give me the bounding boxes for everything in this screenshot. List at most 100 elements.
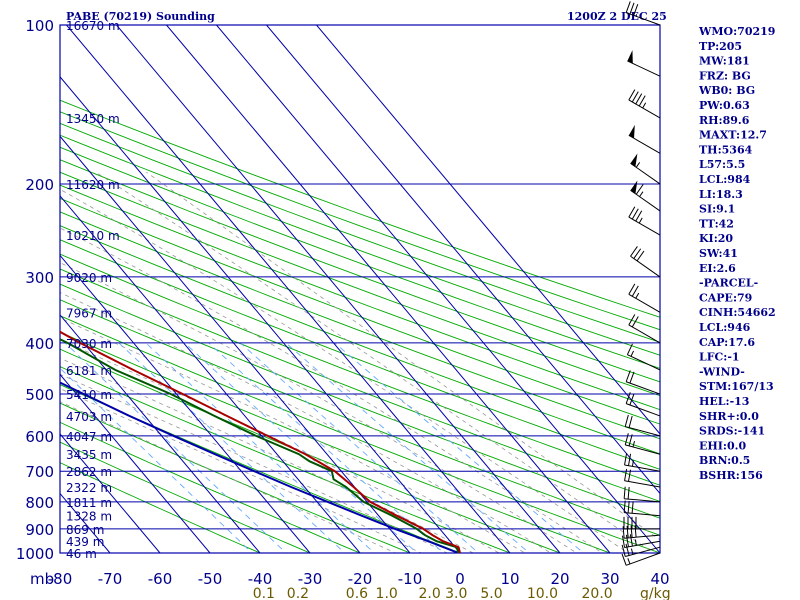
- pressure-tick-label: 1000: [16, 545, 54, 563]
- mixing-ratio-tick-label: 0.6: [346, 586, 368, 600]
- pressure-tick-label: 800: [25, 494, 54, 512]
- dry-adiabat-line: [60, 315, 660, 553]
- mixing-ratio-tick-label: 10.0: [527, 586, 558, 600]
- wind-barb: [621, 534, 661, 548]
- dry-adiabat-line: [60, 441, 312, 553]
- wind-barb: [623, 486, 661, 503]
- mixing-ratio-tick-label: 20.0: [582, 586, 613, 600]
- index-value: RH:89.6: [699, 114, 750, 127]
- temperature-tick-label: 10: [500, 570, 519, 588]
- moist-adiabat-line: [60, 317, 526, 553]
- pressure-tick-label: 200: [25, 176, 54, 194]
- pressure-tick-label: 700: [25, 463, 54, 481]
- index-value: KI:20: [699, 232, 733, 245]
- dry-adiabat-line: [60, 184, 660, 411]
- mixing-ratio-line: [285, 342, 530, 553]
- height-label: 4703 m: [66, 410, 112, 424]
- height-label: 4047 m: [66, 430, 112, 444]
- dry-adiabat-line: [60, 366, 512, 553]
- mixing-ratio-line: [64, 342, 287, 553]
- height-label: 11620 m: [66, 178, 120, 192]
- index-value: SHR+:0.0: [699, 410, 759, 423]
- parcel-path-line: [60, 381, 459, 553]
- moist-adiabat-line: [60, 188, 629, 553]
- isotherm-line: [66, 25, 511, 553]
- mixing-ratio-unit-label: g/kg: [640, 586, 671, 600]
- mixing-ratio-line: [145, 342, 376, 553]
- index-value: -PARCEL-: [699, 277, 758, 290]
- isotherm-line: [60, 76, 461, 553]
- chart-title: PABE (70219) Sounding: [66, 10, 215, 23]
- moist-adiabats: [60, 171, 660, 553]
- index-value: WB0: BG: [698, 84, 755, 97]
- wind-barb: [630, 153, 661, 185]
- dry-adiabat-line: [60, 211, 660, 440]
- temperature-tick-label: 30: [600, 570, 619, 588]
- wind-barb: [628, 206, 661, 236]
- index-value: MAXT:12.7: [699, 129, 767, 142]
- wind-barb: [624, 453, 661, 472]
- dry-adiabat-line: [60, 134, 660, 356]
- temperature-axis-labels: -80 -70 -60 -50 -40 -30 -20 -10 0 10 20 30 40: [48, 570, 670, 588]
- dry-adiabat-line: [60, 239, 660, 470]
- dry-adiabat-line: [60, 253, 660, 486]
- temperature-tick-label: -10: [398, 570, 423, 588]
- pressure-tick-label: 300: [25, 269, 54, 287]
- dry-adiabat-line: [60, 197, 660, 425]
- mixing-ratio-line: [60, 367, 253, 553]
- pressure-tick-label: 100: [25, 17, 54, 35]
- isotherm-line: [266, 25, 660, 495]
- plot-border: [59, 24, 661, 554]
- height-label: 1328 m: [66, 510, 112, 524]
- height-label: 6181 m: [66, 364, 112, 378]
- height-label: 1811 m: [66, 496, 112, 510]
- index-value: BSHR:156: [699, 469, 763, 482]
- wind-barb: [622, 525, 661, 539]
- wind-barb: [630, 246, 661, 278]
- mixing-ratio-line: [240, 342, 480, 553]
- sounding-profiles: [60, 330, 461, 553]
- wind-barb: [626, 343, 661, 371]
- temperature-tick-label: -30: [298, 570, 323, 588]
- dry-adiabat-line: [60, 111, 660, 331]
- temperature-tick-label: -80: [48, 570, 73, 588]
- isotherm-line: [60, 195, 361, 553]
- wind-barb: [625, 1, 661, 26]
- moist-adiabat-line: [60, 292, 552, 553]
- index-value: TP:205: [699, 40, 742, 53]
- wind-barb: [628, 314, 661, 344]
- temperature-tick-label: 40: [650, 570, 669, 588]
- isobars: [60, 25, 660, 553]
- height-label: 10210 m: [66, 229, 120, 243]
- temperature-tick-label: -40: [248, 570, 273, 588]
- index-value: LCL:984: [699, 173, 751, 186]
- isotherm-line: [0, 25, 10, 553]
- dry-adiabat-line: [60, 159, 660, 383]
- moist-adiabat-line: [60, 388, 423, 553]
- temperature-tick-label: 0: [455, 570, 465, 588]
- temperature-tick-label: 20: [550, 570, 569, 588]
- height-label: 9020 m: [66, 271, 112, 285]
- isotherm-line: [60, 135, 411, 553]
- dry-adiabat-line: [60, 171, 660, 397]
- dry-adiabats: [60, 99, 660, 553]
- height-label: 13450 m: [66, 112, 120, 126]
- pressure-tick-label: 900: [25, 521, 54, 539]
- mixing-ratio-tick-label: 1.0: [376, 586, 398, 600]
- height-label: 7967 m: [66, 306, 112, 320]
- wind-barb: [627, 50, 661, 77]
- height-label: 869 m: [66, 523, 104, 537]
- index-value: CAP:17.6: [699, 336, 755, 349]
- dry-adiabat-line: [60, 299, 660, 536]
- mixing-ratio-tick-label: 3.0: [445, 586, 467, 600]
- height-labels: 16670 m 13450 m 11620 m 10210 m 9020 m 7967 m…: [66, 19, 120, 561]
- dry-adiabat-line: [60, 283, 660, 519]
- y-axis-unit-label: mb: [30, 570, 54, 588]
- moist-adiabat-line: [60, 357, 474, 553]
- height-label: 7030 m: [66, 337, 112, 351]
- valid-time: 1200Z 2 DEC 25: [567, 10, 667, 23]
- wind-barb: [621, 552, 661, 566]
- pressure-tick-label: 500: [25, 386, 54, 404]
- index-value: PW:0.63: [699, 99, 750, 112]
- height-label: 3435 m: [66, 448, 112, 462]
